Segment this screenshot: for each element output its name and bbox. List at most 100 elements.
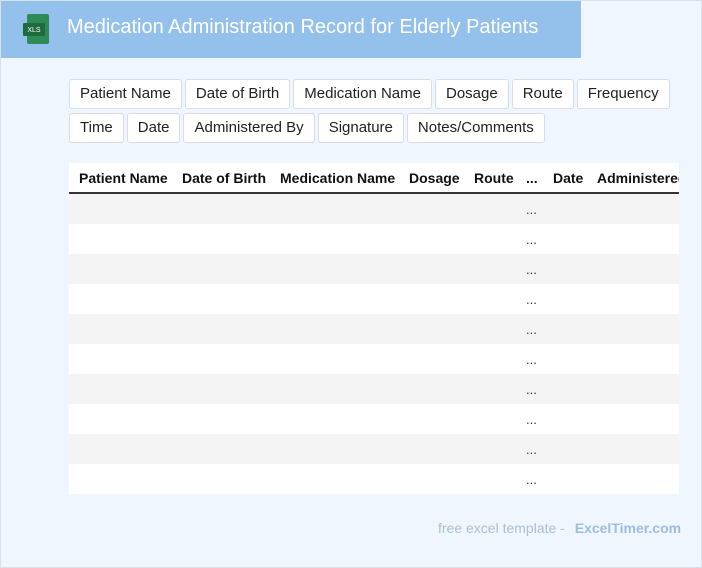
cell: ... — [526, 351, 537, 367]
footer-text: free excel template - — [438, 520, 569, 536]
cell — [399, 404, 464, 434]
cell — [69, 224, 172, 254]
cell: ... — [516, 374, 543, 404]
cell — [270, 344, 399, 374]
cell — [69, 193, 172, 224]
cell — [172, 374, 270, 404]
cell — [543, 254, 587, 284]
cell — [172, 284, 270, 314]
cell — [172, 464, 270, 494]
cell — [69, 374, 172, 404]
footer-brand[interactable]: ExcelTimer.com — [574, 520, 682, 536]
cell — [543, 374, 587, 404]
tag: Frequency — [576, 79, 670, 109]
cell — [399, 374, 464, 404]
cell — [587, 344, 679, 374]
cell — [270, 193, 399, 224]
cell: ... — [526, 411, 537, 427]
cell — [543, 284, 587, 314]
table-row: ... — [69, 434, 679, 464]
column-header: Administered By — [587, 163, 679, 194]
table-row: ... — [69, 464, 679, 494]
cell — [399, 314, 464, 344]
cell — [587, 404, 679, 434]
column-header: Date — [543, 163, 587, 194]
cell — [587, 254, 679, 284]
table-row: ... — [69, 404, 679, 434]
icon-label: XLS — [27, 27, 41, 34]
cell — [69, 404, 172, 434]
cell — [270, 374, 399, 404]
cell — [399, 254, 464, 284]
column-header: Medication Name — [270, 163, 399, 194]
table-row: ... — [69, 284, 679, 314]
cell — [270, 224, 399, 254]
cell — [587, 284, 679, 314]
tag: Date of Birth — [184, 79, 291, 109]
cell — [399, 464, 464, 494]
cell — [270, 404, 399, 434]
cell — [69, 344, 172, 374]
cell — [399, 344, 464, 374]
cell — [399, 193, 464, 224]
tag: Notes/Comments — [406, 113, 545, 143]
cell — [172, 254, 270, 284]
column-header: ... — [516, 163, 543, 194]
cell — [270, 254, 399, 284]
cell — [172, 434, 270, 464]
cell: ... — [526, 291, 537, 307]
table-row: ... — [69, 344, 679, 374]
cell — [270, 314, 399, 344]
tag: Time — [69, 113, 124, 143]
cell — [399, 284, 464, 314]
cell — [69, 314, 172, 344]
cell: ... — [516, 434, 543, 464]
tag: Dosage — [434, 79, 509, 109]
table-row: ... — [69, 224, 679, 254]
xls-icon: XLS — [23, 14, 49, 44]
tag: Signature — [317, 113, 404, 143]
cell — [587, 224, 679, 254]
header: XLS Medication Administration Record for… — [1, 1, 581, 58]
tag: Date — [126, 113, 181, 143]
cell — [270, 434, 399, 464]
cell — [543, 193, 587, 224]
cell — [587, 314, 679, 344]
cell — [543, 464, 587, 494]
cell — [270, 284, 399, 314]
tag: Medication Name — [293, 79, 432, 109]
cell — [543, 314, 587, 344]
header-row: Patient Name Date of Birth Medication Name… — [69, 163, 679, 194]
cell: ... — [526, 231, 537, 247]
cell — [464, 434, 516, 464]
table-row: ... — [69, 193, 679, 224]
cell — [464, 314, 516, 344]
tag: Administered By — [183, 113, 315, 143]
table-row: ... — [69, 374, 679, 404]
cell — [172, 224, 270, 254]
cell — [399, 434, 464, 464]
cell — [172, 193, 270, 224]
cell — [464, 374, 516, 404]
cell — [543, 404, 587, 434]
cell — [69, 284, 172, 314]
cell — [587, 374, 679, 404]
cell: ... — [516, 254, 543, 284]
title: Medication Administration Record for Eld… — [67, 16, 539, 38]
cell — [543, 344, 587, 374]
cell: ... — [526, 471, 537, 487]
cell: ... — [516, 314, 543, 344]
cell — [464, 344, 516, 374]
column-header: Route — [464, 163, 516, 194]
cell — [587, 464, 679, 494]
column-header: Dosage — [399, 163, 464, 194]
cell — [270, 464, 399, 494]
cell — [69, 254, 172, 284]
tag: Route — [511, 79, 574, 109]
column-header: Patient Name — [69, 163, 172, 194]
cell — [543, 224, 587, 254]
column-header: Date of Birth — [172, 163, 270, 194]
cell — [69, 434, 172, 464]
cell — [172, 404, 270, 434]
cell — [172, 314, 270, 344]
